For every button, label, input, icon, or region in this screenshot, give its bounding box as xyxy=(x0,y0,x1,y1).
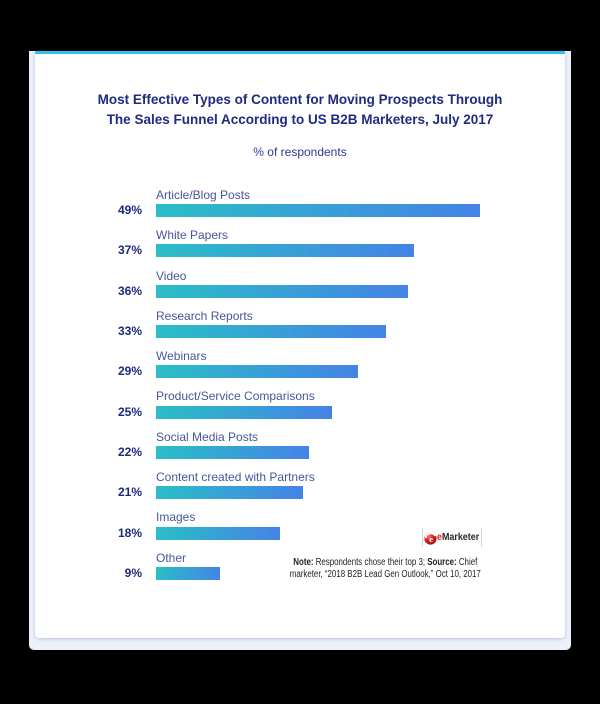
svg-text:e: e xyxy=(429,534,433,544)
